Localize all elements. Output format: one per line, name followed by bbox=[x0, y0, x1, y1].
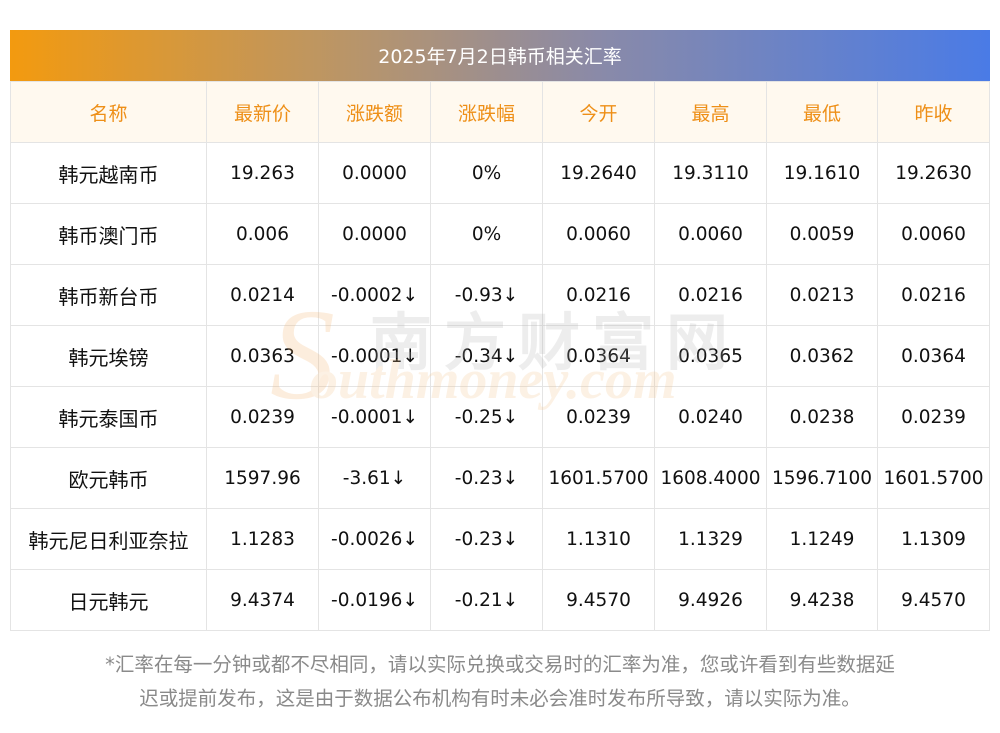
down-arrow-icon: ↓ bbox=[502, 406, 519, 428]
change-amount-cell: 0.0000 bbox=[318, 203, 431, 265]
latest-price-cell: 1.1283 bbox=[206, 508, 319, 570]
high-cell: 9.4926 bbox=[654, 569, 767, 631]
prev-close-cell: 0.0239 bbox=[877, 386, 990, 448]
down-arrow-icon: ↓ bbox=[502, 528, 519, 550]
exchange-rate-table: 名称 最新价 涨跌额 涨跌幅 今开 最高 最低 昨收 韩元越南币 19.263 0.… bbox=[10, 81, 990, 631]
prev-close-cell: 0.0364 bbox=[877, 325, 990, 387]
table-row: 欧元韩币 1597.96 -3.61↓ -0.23↓ 1601.5700 1608.400… bbox=[10, 447, 990, 509]
table-row: 韩币新台币 0.0214 -0.0002↓ -0.93↓ 0.0216 0.0216 0.0… bbox=[10, 264, 990, 326]
low-cell: 0.0213 bbox=[766, 264, 878, 326]
change-amount-cell: -0.0002↓ bbox=[318, 264, 431, 326]
latest-price-cell: 0.0239 bbox=[206, 386, 319, 448]
down-arrow-icon: ↓ bbox=[402, 345, 418, 367]
change-amount-cell: -0.0001↓ bbox=[318, 386, 431, 448]
high-cell: 0.0216 bbox=[654, 264, 767, 326]
table-row: 韩元越南币 19.263 0.0000 0% 19.2640 19.3110 19.1610… bbox=[10, 142, 990, 204]
table-row: 日元韩元 9.4374 -0.0196↓ -0.21↓ 9.4570 9.4926 9.42… bbox=[10, 569, 990, 631]
column-header-name: 名称 bbox=[10, 81, 207, 143]
high-cell: 0.0365 bbox=[654, 325, 767, 387]
open-cell: 0.0060 bbox=[542, 203, 655, 265]
down-arrow-icon: ↓ bbox=[502, 284, 519, 306]
column-header-change: 涨跌额 bbox=[318, 81, 431, 143]
currency-pair-name: 韩元尼日利亚奈拉 bbox=[10, 508, 207, 570]
high-cell: 1608.4000 bbox=[654, 447, 767, 509]
prev-close-cell: 1601.5700 bbox=[877, 447, 990, 509]
table-row: 韩元埃镑 0.0363 -0.0001↓ -0.34↓ 0.0364 0.0365 0.03… bbox=[10, 325, 990, 387]
change-amount-cell: -0.0196↓ bbox=[318, 569, 431, 631]
low-cell: 0.0362 bbox=[766, 325, 878, 387]
change-amount-cell: -3.61↓ bbox=[318, 447, 431, 509]
latest-price-cell: 19.263 bbox=[206, 142, 319, 204]
open-cell: 0.0364 bbox=[542, 325, 655, 387]
change-amount-cell: -0.0001↓ bbox=[318, 325, 431, 387]
change-percent-cell: -0.25↓ bbox=[430, 386, 543, 448]
high-cell: 0.0060 bbox=[654, 203, 767, 265]
latest-price-cell: 0.0214 bbox=[206, 264, 319, 326]
change-percent-cell: 0% bbox=[430, 142, 543, 204]
low-cell: 1596.7100 bbox=[766, 447, 878, 509]
open-cell: 19.2640 bbox=[542, 142, 655, 204]
prev-close-cell: 9.4570 bbox=[877, 569, 990, 631]
currency-pair-name: 韩币新台币 bbox=[10, 264, 207, 326]
prev-close-cell: 0.0216 bbox=[877, 264, 990, 326]
low-cell: 9.4238 bbox=[766, 569, 878, 631]
open-cell: 0.0239 bbox=[542, 386, 655, 448]
latest-price-cell: 1597.96 bbox=[206, 447, 319, 509]
down-arrow-icon: ↓ bbox=[402, 589, 418, 611]
change-amount-cell: -0.0026↓ bbox=[318, 508, 431, 570]
currency-pair-name: 日元韩元 bbox=[10, 569, 207, 631]
change-percent-cell: -0.21↓ bbox=[430, 569, 543, 631]
open-cell: 1.1310 bbox=[542, 508, 655, 570]
table-row: 韩元泰国币 0.0239 -0.0001↓ -0.25↓ 0.0239 0.0240 0.0… bbox=[10, 386, 990, 448]
prev-close-cell: 19.2630 bbox=[877, 142, 990, 204]
currency-pair-name: 欧元韩币 bbox=[10, 447, 207, 509]
currency-pair-name: 韩元埃镑 bbox=[10, 325, 207, 387]
open-cell: 0.0216 bbox=[542, 264, 655, 326]
change-percent-cell: -0.23↓ bbox=[430, 508, 543, 570]
page-title: 2025年7月2日韩币相关汇率 bbox=[10, 30, 990, 81]
down-arrow-icon: ↓ bbox=[402, 406, 418, 428]
down-arrow-icon: ↓ bbox=[502, 467, 519, 489]
table-row: 韩元尼日利亚奈拉 1.1283 -0.0026↓ -0.23↓ 1.1310 1.1329… bbox=[10, 508, 990, 570]
currency-pair-name: 韩币澳门币 bbox=[10, 203, 207, 265]
table-header-row: 名称 最新价 涨跌额 涨跌幅 今开 最高 最低 昨收 bbox=[10, 81, 990, 143]
change-amount-cell: 0.0000 bbox=[318, 142, 431, 204]
latest-price-cell: 0.0363 bbox=[206, 325, 319, 387]
column-header-low: 最低 bbox=[766, 81, 878, 143]
low-cell: 0.0059 bbox=[766, 203, 878, 265]
column-header-price: 最新价 bbox=[206, 81, 319, 143]
high-cell: 0.0240 bbox=[654, 386, 767, 448]
open-cell: 9.4570 bbox=[542, 569, 655, 631]
prev-close-cell: 0.0060 bbox=[877, 203, 990, 265]
down-arrow-icon: ↓ bbox=[502, 589, 519, 611]
currency-pair-name: 韩元泰国币 bbox=[10, 386, 207, 448]
column-header-prev: 昨收 bbox=[877, 81, 990, 143]
column-header-high: 最高 bbox=[654, 81, 767, 143]
open-cell: 1601.5700 bbox=[542, 447, 655, 509]
low-cell: 0.0238 bbox=[766, 386, 878, 448]
change-percent-cell: -0.93↓ bbox=[430, 264, 543, 326]
footnote-line-2: 迟或提前发布，这是由于数据公布机构有时未必会准时发布所导致，请以实际为准。 bbox=[139, 687, 861, 710]
down-arrow-icon: ↓ bbox=[502, 345, 519, 367]
footnote-line-1: *汇率在每一分钟或都不尽相同，请以实际兑换或交易时的汇率为准，您或许看到有些数据… bbox=[105, 653, 895, 676]
column-header-pct: 涨跌幅 bbox=[430, 81, 543, 143]
low-cell: 1.1249 bbox=[766, 508, 878, 570]
change-percent-cell: -0.34↓ bbox=[430, 325, 543, 387]
footnote: *汇率在每一分钟或都不尽相同，请以实际兑换或交易时的汇率为准，您或许看到有些数据… bbox=[10, 648, 990, 716]
low-cell: 19.1610 bbox=[766, 142, 878, 204]
prev-close-cell: 1.1309 bbox=[877, 508, 990, 570]
latest-price-cell: 9.4374 bbox=[206, 569, 319, 631]
table-row: 韩币澳门币 0.006 0.0000 0% 0.0060 0.0060 0.0059 0.00… bbox=[10, 203, 990, 265]
column-header-open: 今开 bbox=[542, 81, 655, 143]
latest-price-cell: 0.006 bbox=[206, 203, 319, 265]
currency-pair-name: 韩元越南币 bbox=[10, 142, 207, 204]
change-percent-cell: 0% bbox=[430, 203, 543, 265]
down-arrow-icon: ↓ bbox=[402, 284, 418, 306]
high-cell: 1.1329 bbox=[654, 508, 767, 570]
down-arrow-icon: ↓ bbox=[390, 467, 407, 489]
high-cell: 19.3110 bbox=[654, 142, 767, 204]
down-arrow-icon: ↓ bbox=[402, 528, 418, 550]
change-percent-cell: -0.23↓ bbox=[430, 447, 543, 509]
